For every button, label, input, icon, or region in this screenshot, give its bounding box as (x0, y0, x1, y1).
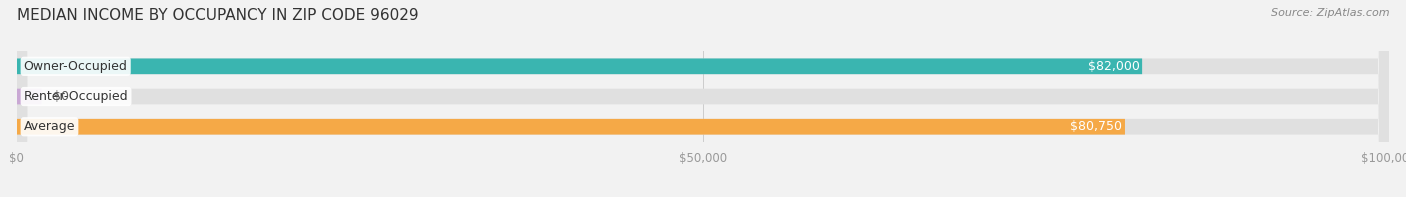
Text: $82,000: $82,000 (1087, 60, 1139, 73)
Text: Owner-Occupied: Owner-Occupied (24, 60, 128, 73)
FancyBboxPatch shape (17, 0, 1389, 197)
Text: Source: ZipAtlas.com: Source: ZipAtlas.com (1271, 8, 1389, 18)
Text: $80,750: $80,750 (1070, 120, 1122, 133)
Text: Renter-Occupied: Renter-Occupied (24, 90, 128, 103)
Text: $0: $0 (52, 90, 69, 103)
FancyBboxPatch shape (17, 89, 42, 104)
Text: Average: Average (24, 120, 76, 133)
FancyBboxPatch shape (17, 119, 1125, 135)
Text: MEDIAN INCOME BY OCCUPANCY IN ZIP CODE 96029: MEDIAN INCOME BY OCCUPANCY IN ZIP CODE 9… (17, 8, 419, 23)
FancyBboxPatch shape (17, 59, 1142, 74)
FancyBboxPatch shape (17, 0, 1389, 197)
FancyBboxPatch shape (17, 0, 1389, 197)
